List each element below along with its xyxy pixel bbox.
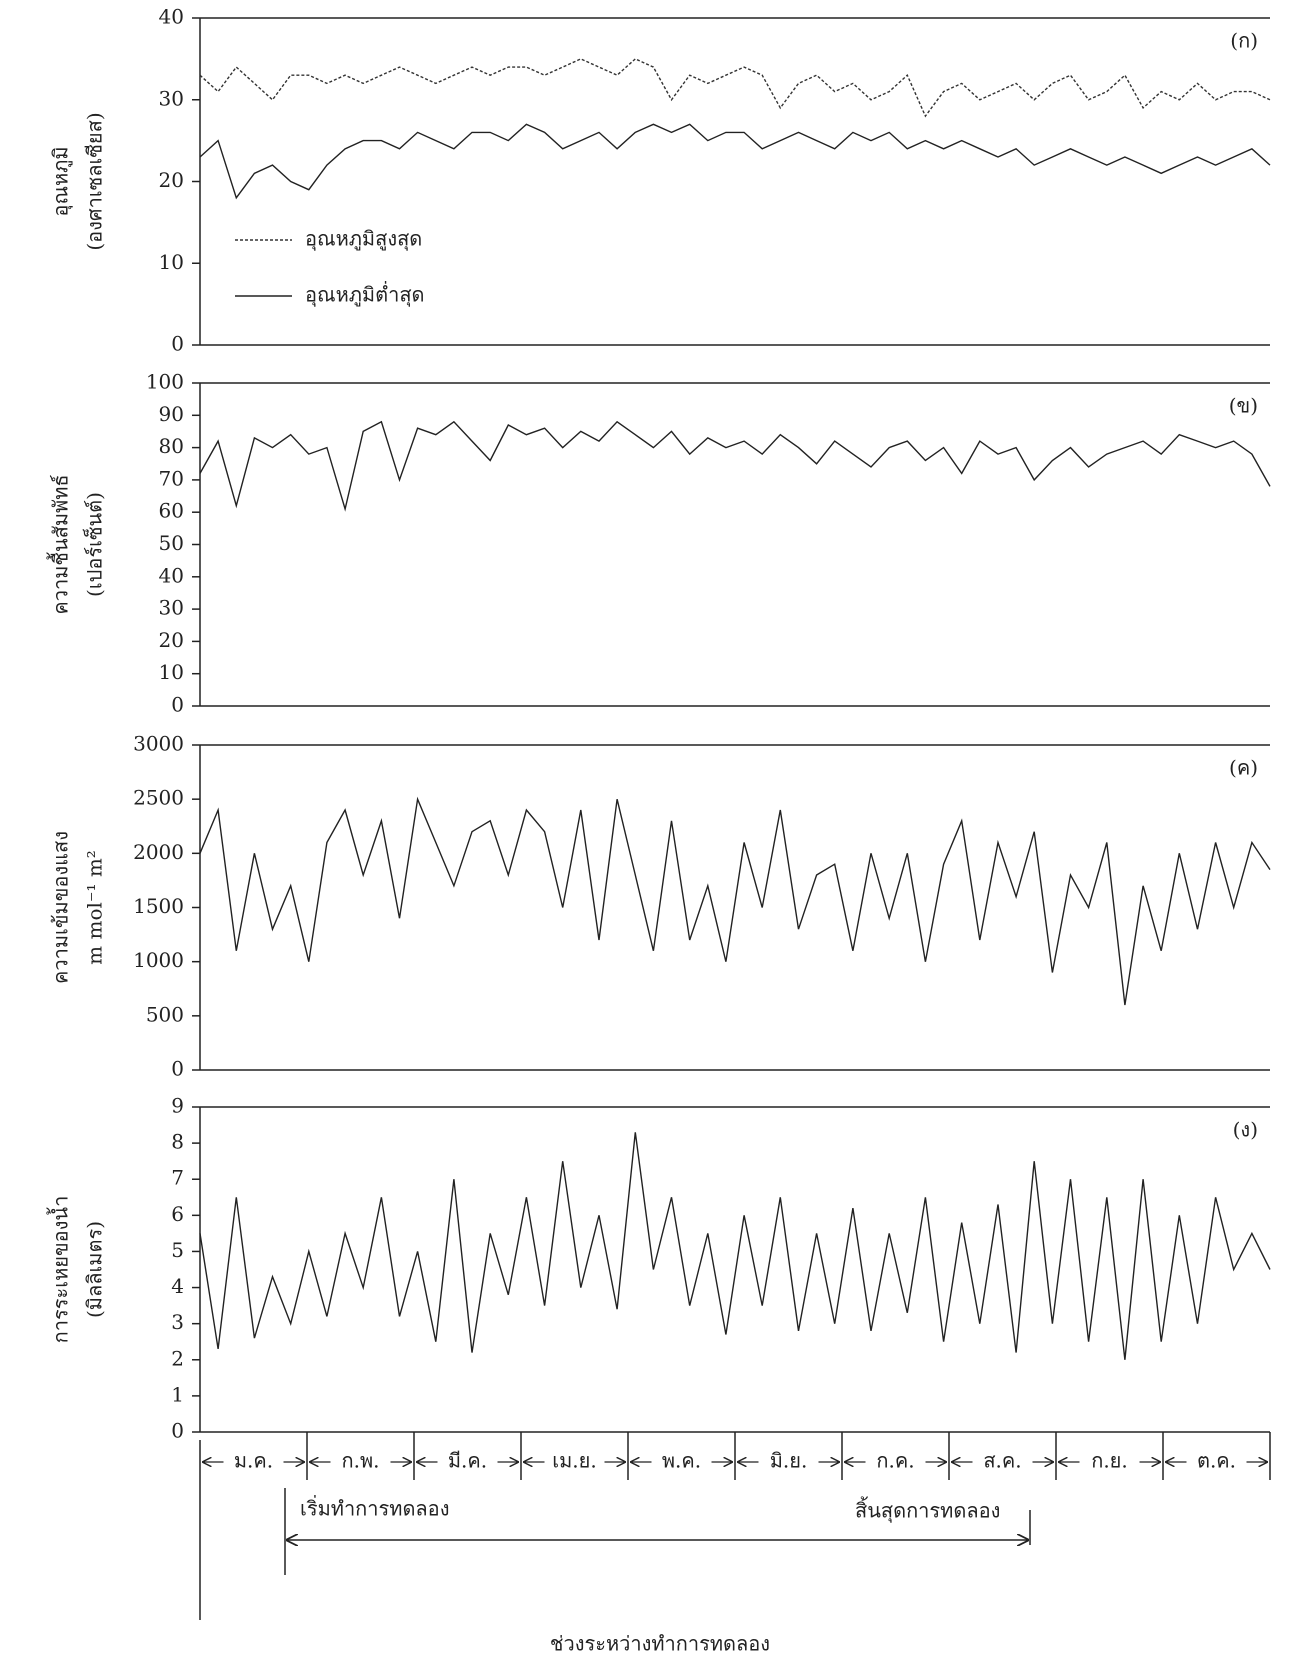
month-label-bg xyxy=(437,1448,498,1474)
month-label: พ.ค. xyxy=(662,1449,701,1473)
y-tick-label: 2 xyxy=(171,1346,184,1370)
y-tick-label: 5 xyxy=(171,1238,184,1262)
y-tick-label: 100 xyxy=(146,370,184,394)
panel-tag: (ข) xyxy=(1229,394,1258,418)
month-label: ก.พ. xyxy=(341,1449,379,1473)
y-axis-label: การระเหยของน้ำ xyxy=(47,1196,73,1344)
y-tick-label: 2500 xyxy=(133,786,184,810)
y-tick-label: 70 xyxy=(159,466,184,490)
y-tick-label: 20 xyxy=(159,628,184,652)
legend-label: อุณหภูมิต่ำสุด xyxy=(305,281,425,308)
month-label-bg xyxy=(1186,1448,1247,1474)
y-tick-label: 30 xyxy=(159,596,184,620)
month-label: ก.ย. xyxy=(1091,1449,1128,1473)
y-tick-label: 0 xyxy=(171,1057,184,1081)
y-axis-label: ความชื้นสัมพัทธ์ xyxy=(47,474,73,614)
month-label-bg xyxy=(972,1448,1033,1474)
data-line xyxy=(199,1132,1271,1360)
month-label: ก.ค. xyxy=(876,1449,914,1473)
month-label-bg xyxy=(223,1448,284,1474)
month-label: เม.ย. xyxy=(552,1449,596,1473)
data-line xyxy=(199,58,1271,118)
y-tick-label: 80 xyxy=(159,434,184,458)
y-tick-label: 10 xyxy=(159,250,184,274)
y-tick-label: 3000 xyxy=(133,732,184,756)
month-label: มี.ค. xyxy=(448,1449,487,1473)
legend-label: อุณหภูมิสูงสุด xyxy=(305,227,422,252)
month-label-bg xyxy=(758,1448,819,1474)
y-tick-label: 1 xyxy=(171,1382,184,1406)
month-label-bg xyxy=(651,1448,712,1474)
y-tick-label: 9 xyxy=(171,1094,184,1118)
y-tick-label: 10 xyxy=(159,660,184,684)
y-tick-label: 20 xyxy=(159,168,184,192)
month-label: ม.ค. xyxy=(234,1449,273,1473)
y-tick-label: 8 xyxy=(171,1130,184,1154)
y-axis-label: อุณหภูมิ xyxy=(49,146,74,216)
y-axis-label: ความเข้มของแสง xyxy=(49,831,73,984)
month-label: ส.ค. xyxy=(983,1449,1021,1473)
y-axis-label: (องศาเซลเซียส) xyxy=(83,112,107,250)
month-label: มิ.ย. xyxy=(770,1449,808,1473)
y-tick-label: 50 xyxy=(159,531,184,555)
month-label: ต.ค. xyxy=(1197,1449,1236,1473)
y-tick-label: 1000 xyxy=(133,948,184,972)
y-tick-label: 0 xyxy=(171,693,184,717)
period-label: ช่วงระหว่างทำการทดลอง xyxy=(550,1632,770,1656)
y-axis-label: m mol⁻¹ m² xyxy=(83,850,107,965)
y-tick-label: 4 xyxy=(171,1274,184,1298)
start-label: เริ่มทำการทดลอง xyxy=(300,1495,449,1521)
y-tick-label: 6 xyxy=(171,1202,184,1226)
month-label-bg xyxy=(865,1448,926,1474)
data-line xyxy=(199,796,1271,1006)
y-axis-label: (มิลลิเมตร) xyxy=(83,1221,107,1318)
y-tick-label: 40 xyxy=(159,5,184,29)
y-tick-label: 40 xyxy=(159,563,184,587)
y-tick-label: 500 xyxy=(146,1002,184,1026)
panel-tag: (ค) xyxy=(1229,756,1258,780)
data-line xyxy=(199,123,1271,200)
y-tick-label: 30 xyxy=(159,86,184,110)
y-axis-label: (เปอร์เซ็นต์) xyxy=(82,492,107,597)
y-tick-label: 7 xyxy=(171,1166,184,1190)
y-tick-label: 1500 xyxy=(133,894,184,918)
y-tick-label: 60 xyxy=(159,499,184,523)
data-line xyxy=(199,420,1271,512)
panel-tag: (ก) xyxy=(1230,29,1258,53)
month-label-bg xyxy=(330,1448,391,1474)
y-tick-label: 0 xyxy=(171,332,184,356)
y-tick-label: 90 xyxy=(159,402,184,426)
month-label-bg xyxy=(1079,1448,1140,1474)
y-tick-label: 3 xyxy=(171,1310,184,1334)
panel-tag: (ง) xyxy=(1233,1118,1258,1142)
y-tick-label: 2000 xyxy=(133,840,184,864)
end-label: สิ้นสุดการทดลอง xyxy=(855,1497,1000,1524)
y-tick-label: 0 xyxy=(171,1419,184,1443)
month-label-bg xyxy=(544,1448,605,1474)
